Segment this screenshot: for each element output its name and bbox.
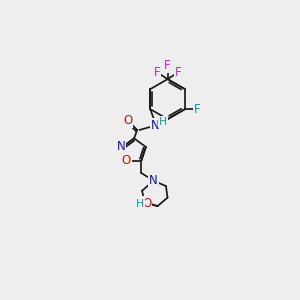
Text: F: F <box>164 59 171 72</box>
Text: N: N <box>149 174 158 187</box>
Text: H: H <box>159 117 167 127</box>
Text: N: N <box>151 119 160 132</box>
Text: F: F <box>194 103 201 116</box>
Text: O: O <box>142 197 152 210</box>
Text: H: H <box>136 199 144 209</box>
Text: N: N <box>116 140 125 153</box>
Text: F: F <box>175 66 182 79</box>
Text: F: F <box>154 66 160 79</box>
Text: O: O <box>122 154 131 167</box>
Text: O: O <box>123 114 133 127</box>
